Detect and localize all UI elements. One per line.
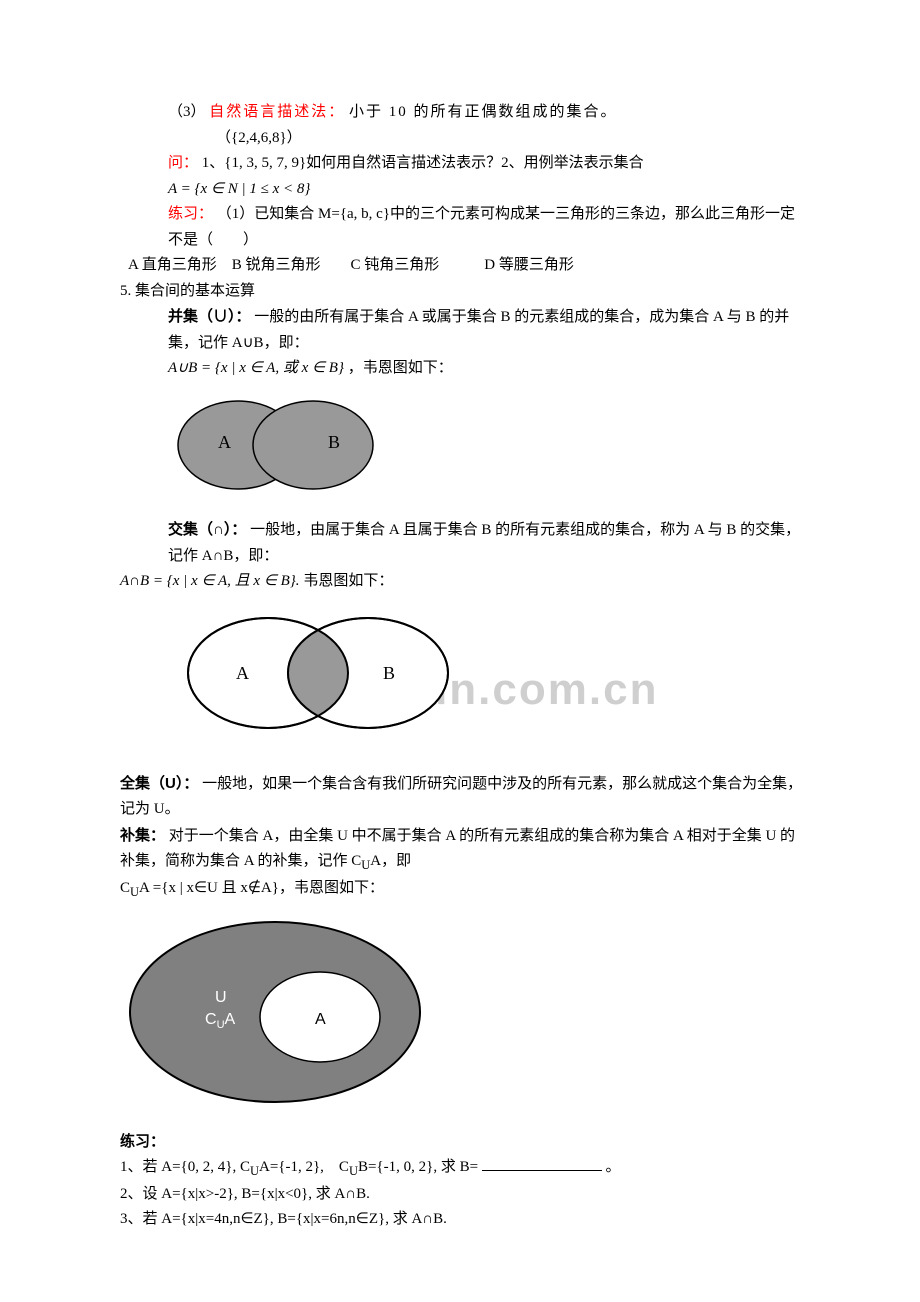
question-formula: A = {x ∈ N | 1 ≤ x < 8} bbox=[120, 177, 810, 203]
svg-text:B: B bbox=[328, 432, 340, 452]
exercise-1-lead: 练习： bbox=[168, 206, 213, 222]
item-3-title: 自然语言描述法： bbox=[209, 104, 345, 120]
section-5-title: 集合间的基本运算 bbox=[135, 283, 255, 299]
exercise-2-l3: 3、若 A={x|x=4n,n∈Z}, B={x|x=6n,n∈Z}, 求 A∩… bbox=[120, 1207, 810, 1233]
union-body: 一般的由所有属于集合 A 或属于集合 B 的元素组成的集合，成为集合 A 与 B… bbox=[168, 309, 789, 351]
question-lead: 问： bbox=[168, 155, 198, 171]
union-def: 并集（∪）： 一般的由所有属于集合 A 或属于集合 B 的元素组成的集合，成为集… bbox=[120, 304, 810, 356]
quanji-title: 全集（U）： bbox=[120, 775, 198, 792]
union-formula-line: A∪B = {x | x ∈ A, 或 x ∈ B} ，韦恩图如下： bbox=[120, 356, 810, 382]
question-line1: 问： 1、{1, 3, 5, 7, 9}如何用自然语言描述法表示？2、用例举法表… bbox=[120, 151, 810, 177]
exercise-1-body: （1）已知集合 M={a, b, c}中的三个元素可构成某一三角形的三条边，那么… bbox=[168, 206, 795, 248]
buji-body2: A，即 bbox=[370, 853, 411, 869]
intersection-def: 交集（∩）： 一般地，由属于集合 A 且属于集合 B 的所有元素组成的集合，称为… bbox=[120, 517, 810, 569]
exercise-2-l2: 2、设 A={x|x>-2}, B={x|x<0}, 求 A∩B. bbox=[120, 1182, 810, 1208]
venn-complement-icon: U CUA A bbox=[120, 912, 810, 1122]
buji-sub: U bbox=[361, 858, 370, 872]
svg-text:B: B bbox=[383, 663, 395, 683]
intersection-formula: A∩B = {x | x ∈ A, 且 x ∈ B}. bbox=[120, 573, 300, 589]
buji-formula-sub: U bbox=[130, 885, 139, 899]
item-3-label: （3） bbox=[168, 104, 206, 120]
venn-union-icon: A B bbox=[168, 390, 810, 510]
exercise-1: 练习： （1）已知集合 M={a, b, c}中的三个元素可构成某一三角形的三条… bbox=[120, 202, 810, 253]
buji-title: 补集： bbox=[120, 827, 165, 844]
buji-formula-pre: C bbox=[120, 880, 130, 896]
svg-text:A: A bbox=[236, 663, 249, 683]
buji-body: 对于一个集合 A，由全集 U 中不属于集合 A 的所有元素组成的集合称为集合 A… bbox=[120, 828, 795, 870]
buji-def: 补集： 对于一个集合 A，由全集 U 中不属于集合 A 的所有元素组成的集合称为… bbox=[120, 823, 810, 877]
intersection-title: 交集（∩）： bbox=[168, 521, 246, 538]
section-5-num: 5. bbox=[120, 283, 131, 299]
svg-text:A: A bbox=[218, 432, 231, 452]
item-3-paren: （{2,4,6,8}） bbox=[120, 126, 810, 152]
union-title: 并集（∪）： bbox=[168, 308, 251, 325]
quanji-body: 一般地，如果一个集合含有我们所研究问题中涉及的所有元素，那么就成这个集合为全集，… bbox=[120, 776, 802, 818]
svg-text:U: U bbox=[215, 989, 227, 1006]
intersection-body: 一般地，由属于集合 A 且属于集合 B 的所有元素组成的集合，称为 A 与 B … bbox=[168, 522, 800, 564]
question-part1: 1、{1, 3, 5, 7, 9}如何用自然语言描述法表示？2、用例举法表示集合 bbox=[202, 155, 644, 171]
svg-text:A: A bbox=[315, 1011, 326, 1028]
section-5: 5. 集合间的基本运算 bbox=[120, 279, 810, 305]
document-page: （3） 自然语言描述法： 小于 10 的所有正偶数组成的集合。 （{2,4,6,… bbox=[0, 0, 920, 1293]
venn-intersection-icon: A B bbox=[168, 603, 468, 743]
intersection-formula-line: A∩B = {x | x ∈ A, 且 x ∈ B}. 韦恩图如下： bbox=[120, 569, 810, 595]
intersection-tail: 韦恩图如下： bbox=[303, 573, 393, 589]
item-3: （3） 自然语言描述法： 小于 10 的所有正偶数组成的集合。 bbox=[120, 100, 810, 126]
buji-formula-line: CUA ={x | x∈U 且 x∉A}，韦恩图如下： bbox=[120, 876, 810, 903]
union-tail: ，韦恩图如下： bbox=[348, 360, 453, 376]
blank-input bbox=[482, 1155, 602, 1171]
quanji-def: 全集（U）： 一般地，如果一个集合含有我们所研究问题中涉及的所有元素，那么就成这… bbox=[120, 771, 810, 823]
exercise-1-options: A 直角三角形 B 锐角三角形 C 钝角三角形 D 等腰三角形 bbox=[120, 253, 810, 279]
exercise-2-l1: 1、若 A={0, 2, 4}, CUA={-1, 2}, CUB={-1, 0… bbox=[120, 1155, 810, 1182]
union-formula: A∪B = {x | x ∈ A, 或 x ∈ B} bbox=[168, 360, 344, 376]
buji-formula-mid: A ={x | x∈U 且 x∉A}，韦恩图如下： bbox=[139, 880, 384, 896]
exercise-2-title: 练习： bbox=[120, 1129, 810, 1155]
item-3-body: 小于 10 的所有正偶数组成的集合。 bbox=[349, 104, 618, 120]
venn-intersection-wrap: WWW.zixin.com.cn A B bbox=[168, 603, 810, 763]
